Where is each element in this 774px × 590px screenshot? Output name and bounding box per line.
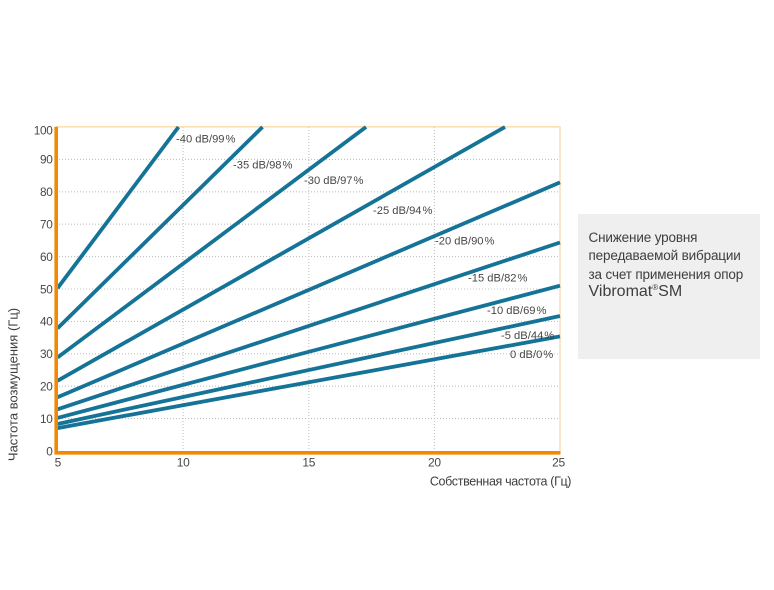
svg-text:-25 dB/94 %: -25 dB/94 % (373, 205, 432, 217)
svg-text:40: 40 (40, 315, 53, 329)
svg-text:-30 dB/97 %: -30 dB/97 % (304, 175, 363, 187)
svg-text:50: 50 (40, 282, 53, 296)
svg-text:10: 10 (177, 456, 190, 470)
svg-text:-15 dB/82 %: -15 dB/82 % (468, 273, 527, 285)
svg-text:25: 25 (552, 456, 565, 470)
svg-text:10: 10 (40, 412, 53, 426)
svg-text:-5 dB/44 %: -5 dB/44 % (501, 330, 554, 342)
svg-text:100: 100 (34, 124, 54, 138)
svg-text:60: 60 (40, 250, 53, 264)
svg-text:-10 dB/69 %: -10 dB/69 % (487, 305, 546, 317)
svg-text:-40 dB/99 %: -40 dB/99 % (176, 134, 235, 146)
svg-text:-20 dB/90 %: -20 dB/90 % (435, 236, 494, 248)
svg-text:30: 30 (40, 347, 53, 361)
svg-text:0 dB/0 %: 0 dB/0 % (510, 349, 553, 361)
svg-text:20: 20 (428, 456, 441, 470)
svg-text:20: 20 (40, 380, 53, 394)
svg-text:80: 80 (40, 185, 53, 199)
svg-text:Собственная частота (Гц): Собственная частота (Гц) (430, 475, 571, 489)
svg-text:90: 90 (40, 153, 53, 167)
svg-text:0: 0 (46, 444, 53, 458)
svg-text:15: 15 (302, 456, 315, 470)
svg-text:70: 70 (40, 218, 53, 232)
svg-text:Частота возмущения (Гц): Частота возмущения (Гц) (6, 308, 21, 461)
svg-text:5: 5 (55, 456, 62, 470)
svg-text:-35 dB/98 %: -35 dB/98 % (233, 160, 292, 172)
